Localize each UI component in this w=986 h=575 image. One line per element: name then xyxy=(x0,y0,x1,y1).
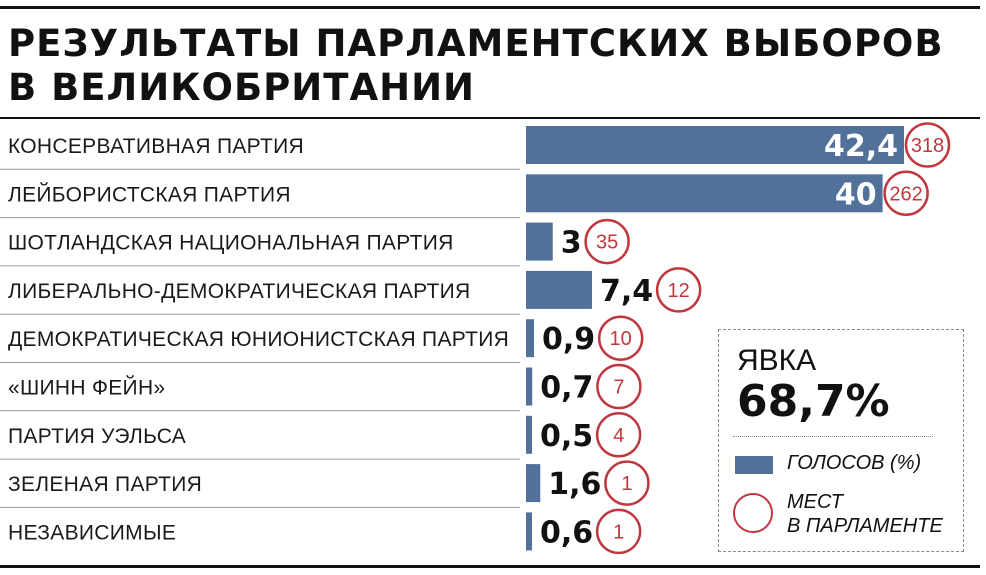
bar xyxy=(526,174,883,213)
value-label: 40 xyxy=(835,177,877,212)
seat-circle xyxy=(604,460,650,506)
value-label: 1,6 xyxy=(548,467,601,502)
seat-circle xyxy=(883,170,929,217)
seat-count: 262 xyxy=(889,183,922,205)
seat-count: 35 xyxy=(596,232,618,254)
seat-circle xyxy=(596,363,642,410)
bar xyxy=(526,464,541,503)
category-label: «ШИНН ФЕЙН» xyxy=(8,376,165,400)
category-label: ДЕМОКРАТИЧЕСКАЯ ЮНИОНИСТСКАЯ ПАРТИЯ xyxy=(8,328,509,351)
title-line-2: В ВЕЛИКОБРИТАНИИ xyxy=(8,66,476,109)
bar xyxy=(526,415,532,454)
bar xyxy=(526,222,553,261)
title-rule xyxy=(0,117,980,119)
category-label: ПАРТИЯ УЭЛЬСА xyxy=(8,425,186,448)
seat-circle xyxy=(595,508,642,555)
legend-bar-swatch xyxy=(735,456,773,474)
seat-count: 7 xyxy=(613,377,624,399)
value-label: 0,5 xyxy=(540,419,593,454)
seat-circle xyxy=(597,315,644,361)
value-label: 42,4 xyxy=(824,129,898,164)
seat-circle xyxy=(595,412,642,458)
bar xyxy=(526,270,592,309)
title-line-1: РЕЗУЛЬТАТЫ ПАРЛАМЕНТСКИХ ВЫБОРОВ xyxy=(8,22,944,65)
value-label: 0,6 xyxy=(540,515,593,550)
bar xyxy=(526,367,533,406)
bar xyxy=(526,126,904,164)
turnout-value: 68,7% xyxy=(737,376,890,427)
category-label: КОНСЕРВАТИВНАЯ ПАРТИЯ xyxy=(8,135,304,158)
legend-circle-swatch xyxy=(733,493,773,533)
legend-seats-line-1: МЕСТ xyxy=(787,491,843,513)
value-label: 0,7 xyxy=(540,371,593,406)
bar-chart: КОНСЕРВАТИВНАЯ ПАРТИЯ 42,4 318 ЛЕЙБОРИСТСКА… xyxy=(0,122,951,555)
value-label: 3 xyxy=(561,226,582,261)
seat-count: 4 xyxy=(613,425,624,447)
seat-circle xyxy=(655,267,702,313)
value-label: 0,9 xyxy=(542,322,595,357)
chart-title: РЕЗУЛЬТАТЫ ПАРЛАМЕНТСКИХ ВЫБОРОВ В ВЕЛИК… xyxy=(8,22,968,110)
turnout-panel: ЯВКА 68,7% ГОЛОСОВ (%) МЕСТ В ПАРЛАМЕНТЕ xyxy=(718,329,964,552)
category-label: ЗЕЛЕНАЯ ПАРТИЯ xyxy=(8,473,202,496)
seat-count: 1 xyxy=(613,521,624,543)
turnout-divider xyxy=(733,436,933,437)
category-label: ШОТЛАНДСКАЯ НАЦИОНАЛЬНАЯ ПАРТИЯ xyxy=(8,232,454,255)
bar xyxy=(526,512,532,551)
legend-seats-label: МЕСТ В ПАРЛАМЕНТЕ xyxy=(787,490,943,538)
turnout-label: ЯВКА xyxy=(737,344,817,377)
seat-count: 10 xyxy=(610,328,632,350)
bar xyxy=(526,319,535,358)
seat-count: 12 xyxy=(668,280,690,302)
seat-count: 318 xyxy=(911,135,944,157)
seat-circle xyxy=(904,122,951,168)
category-label: ЛЕЙБОРИСТСКАЯ ПАРТИЯ xyxy=(8,182,291,206)
top-rule xyxy=(0,6,980,9)
seat-circle xyxy=(584,218,630,265)
bottom-rule xyxy=(0,565,980,568)
category-label: ЛИБЕРАЛЬНО-ДЕМОКРАТИЧЕСКАЯ ПАРТИЯ xyxy=(8,280,471,303)
value-label: 7,4 xyxy=(600,274,653,309)
category-label: НЕЗАВИСИМЫЕ xyxy=(8,521,176,544)
legend-votes-label: ГОЛОСОВ (%) xyxy=(787,452,922,474)
seat-count: 1 xyxy=(621,473,632,495)
legend-seats-line-2: В ПАРЛАМЕНТЕ xyxy=(787,515,943,537)
